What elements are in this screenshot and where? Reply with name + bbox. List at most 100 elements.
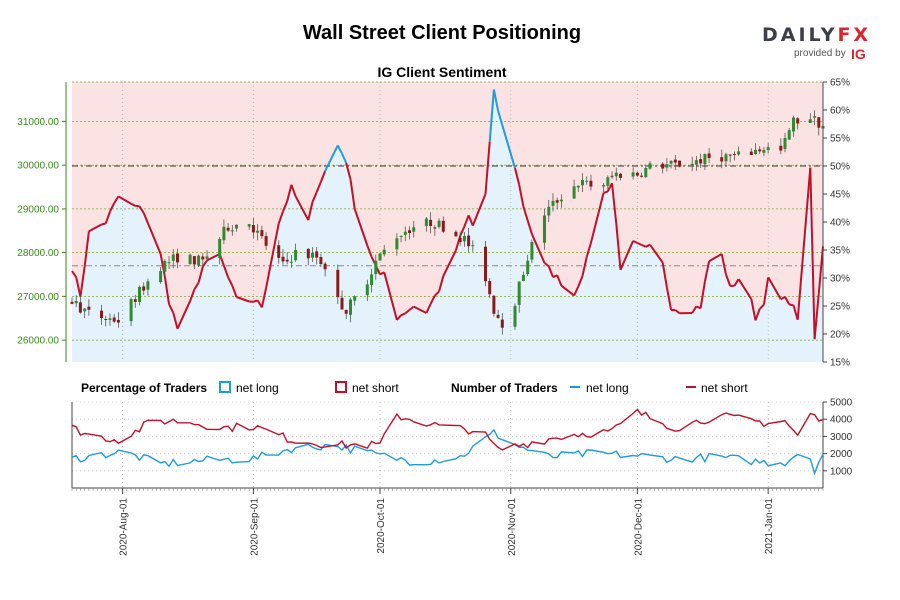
- sentiment-line-segment: [265, 223, 280, 289]
- candle-body: [311, 252, 314, 258]
- percent-tick-label: 15%: [830, 358, 850, 369]
- candle-body: [521, 274, 525, 281]
- sentiment-line-segment: [104, 211, 111, 224]
- sentiment-line-segment: [813, 293, 820, 340]
- sentiment-line-segment: [661, 262, 668, 288]
- traders-panel: 1000 2000 3000 4000 5000: [71, 398, 853, 488]
- candle-body: [133, 299, 137, 302]
- sentiment-line-segment: [146, 222, 162, 255]
- percent-tick-label: 25%: [830, 302, 850, 313]
- x-tick-label: 2020-Oct-01: [376, 498, 387, 554]
- sentiment-line-segment: [176, 300, 192, 330]
- sentiment-line-segment: [408, 305, 415, 311]
- candle-body: [399, 235, 403, 237]
- candle-body: [378, 253, 382, 261]
- candle-body: [315, 251, 319, 258]
- net-short-count-line: [71, 408, 824, 451]
- candle-body: [602, 185, 606, 187]
- candle-body: [424, 218, 428, 226]
- candle-body: [467, 235, 471, 247]
- candle-body: [559, 199, 563, 202]
- percent-tick-label: 40%: [830, 218, 850, 229]
- sentiment-line-segment: [530, 233, 546, 264]
- candle-body: [230, 230, 234, 232]
- candle-body: [551, 200, 555, 206]
- candle-body: [471, 245, 475, 247]
- candle-body: [783, 138, 787, 149]
- candle-body: [319, 257, 323, 264]
- sentiment-line-segment: [758, 303, 765, 310]
- sentiment-line-segment: [459, 226, 466, 237]
- sentiment-line-segment: [315, 181, 322, 193]
- percent-tick-label: 50%: [830, 162, 850, 173]
- candle-body: [353, 296, 357, 301]
- candle-body: [572, 186, 576, 199]
- candle-body: [433, 227, 437, 229]
- candle-body: [703, 153, 707, 165]
- sentiment-line-segment: [665, 287, 673, 311]
- x-tick-label: 2020-Aug-01: [119, 498, 130, 556]
- candle-body: [707, 153, 711, 158]
- candle-body: [787, 130, 791, 140]
- sentiment-line-segment: [75, 277, 82, 297]
- sentiment-line-segment: [442, 249, 457, 277]
- candle-body: [205, 256, 209, 259]
- candle-body: [694, 160, 698, 165]
- candle-body: [188, 254, 192, 265]
- candle-body: [441, 220, 445, 232]
- candle-body: [277, 245, 281, 258]
- sentiment-line-segment: [197, 266, 204, 283]
- sentiment-line-segment: [282, 200, 289, 212]
- candle-body: [758, 149, 762, 152]
- candle-body: [737, 151, 741, 155]
- candle-body: [285, 259, 289, 262]
- candle-body: [306, 248, 310, 259]
- sentiment-line-segment: [691, 305, 698, 314]
- traders-tick-label: 3000: [830, 432, 853, 443]
- percent-tick-label: 60%: [830, 106, 850, 117]
- sentiment-line-segment: [699, 281, 706, 309]
- sentiment-line-segment: [341, 153, 348, 164]
- candle-body: [732, 153, 736, 155]
- sentiment-line-segment: [324, 144, 339, 172]
- sentiment-line-segment: [556, 274, 563, 287]
- sentiment-line-segment: [438, 275, 445, 292]
- candle-body: [635, 172, 639, 176]
- candle-body: [496, 314, 500, 318]
- sentiment-line-segment: [585, 242, 592, 258]
- chart-subtitle: IG Client Sentiment: [377, 64, 507, 80]
- sentiment-line-segment: [809, 167, 816, 340]
- sentiment-line-segment: [319, 170, 327, 183]
- candle-body: [796, 118, 800, 124]
- sentiment-line-segment: [514, 167, 521, 186]
- sentiment-line-segment: [589, 192, 605, 244]
- sentiment-line-segment: [649, 244, 664, 264]
- candle-body: [458, 237, 462, 243]
- candle-body: [370, 274, 374, 285]
- logo-wordmark: DAILYFX: [762, 24, 872, 46]
- legend-swatch-pct-short: [335, 381, 347, 393]
- candle-body: [631, 172, 635, 177]
- candle-body: [374, 260, 378, 274]
- sentiment-line-segment: [253, 299, 258, 303]
- percent-tick-label: 35%: [830, 246, 850, 257]
- candle-body: [251, 225, 255, 233]
- sentiment-line-segment: [336, 144, 343, 155]
- candle-body: [74, 301, 78, 304]
- candle-body: [395, 238, 399, 250]
- sentiment-line-segment: [762, 277, 770, 305]
- sentiment-line-segment: [396, 314, 402, 321]
- candle-body: [142, 286, 146, 291]
- price-tick-label: 30000.00: [17, 161, 59, 172]
- sentiment-line-segment: [222, 265, 230, 278]
- candle-body: [382, 249, 386, 255]
- sentiment-line-segment: [163, 276, 170, 305]
- sentiment-line-segment: [227, 276, 234, 287]
- candle-body: [429, 219, 433, 226]
- candle-body: [437, 220, 441, 227]
- sentiment-line-segment: [413, 305, 427, 314]
- candle-body: [83, 308, 87, 312]
- sentiment-line-segment: [603, 190, 609, 194]
- price-tick-label: 31000.00: [17, 117, 59, 128]
